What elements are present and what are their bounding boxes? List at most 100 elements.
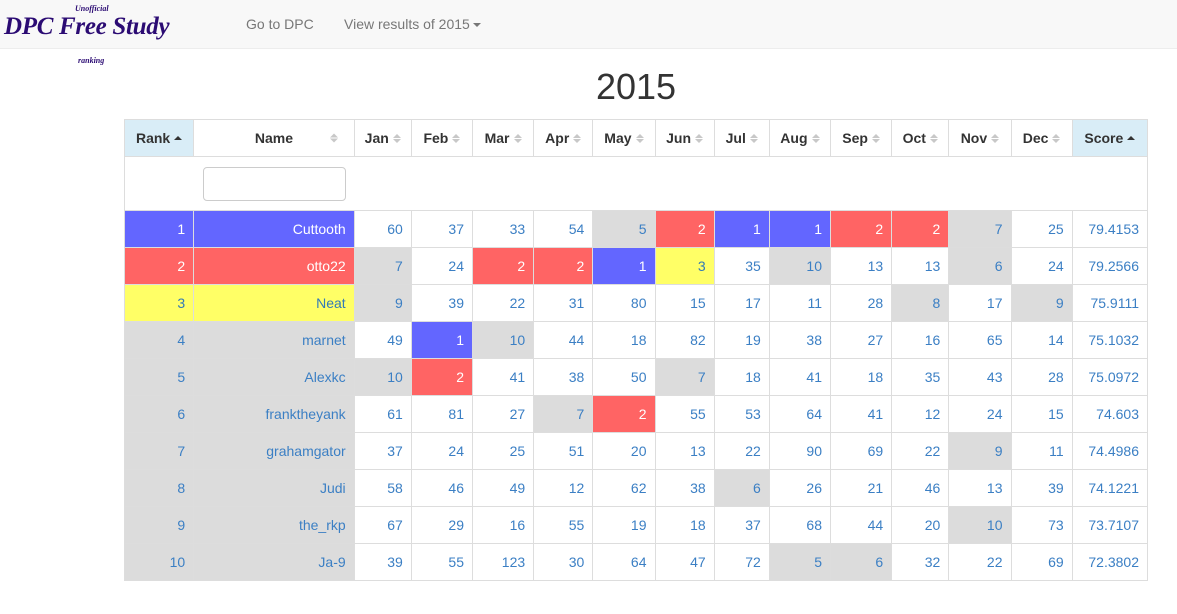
month-cell[interactable]: 22	[891, 432, 950, 470]
name-cell[interactable]: marnet	[193, 321, 355, 359]
month-cell[interactable]: 39	[410, 284, 473, 322]
month-cell[interactable]: 18	[829, 358, 893, 396]
month-cell[interactable]: 51	[533, 432, 594, 470]
month-cell[interactable]: 72	[713, 543, 770, 581]
month-cell[interactable]: 13	[948, 469, 1012, 507]
month-cell[interactable]: 12	[891, 395, 950, 433]
month-cell[interactable]: 7	[948, 210, 1012, 248]
month-cell[interactable]: 8	[891, 284, 950, 322]
score-cell[interactable]: 72.3802	[1071, 543, 1149, 581]
month-cell[interactable]: 21	[829, 469, 893, 507]
column-header-jun[interactable]: Jun	[654, 119, 715, 157]
month-cell[interactable]: 58	[353, 469, 412, 507]
month-cell[interactable]: 37	[410, 210, 473, 248]
month-cell[interactable]: 46	[891, 469, 950, 507]
month-cell[interactable]: 18	[592, 321, 656, 359]
month-cell[interactable]: 39	[353, 543, 412, 581]
rank-cell[interactable]: 4	[123, 321, 195, 359]
month-cell[interactable]: 55	[410, 543, 473, 581]
column-header-apr[interactable]: Apr	[533, 119, 594, 157]
column-header-feb[interactable]: Feb	[410, 119, 473, 157]
month-cell[interactable]: 61	[353, 395, 412, 433]
month-cell[interactable]: 14	[1010, 321, 1073, 359]
month-cell[interactable]: 81	[410, 395, 473, 433]
rank-cell[interactable]: 5	[123, 358, 195, 396]
score-cell[interactable]: 75.1032	[1071, 321, 1149, 359]
month-cell[interactable]: 37	[353, 432, 412, 470]
month-cell[interactable]: 55	[533, 506, 594, 544]
month-cell[interactable]: 2	[410, 358, 473, 396]
month-cell[interactable]: 17	[948, 284, 1012, 322]
month-cell[interactable]: 27	[471, 395, 535, 433]
month-cell[interactable]: 123	[471, 543, 535, 581]
month-cell[interactable]: 15	[1010, 395, 1073, 433]
month-cell[interactable]: 65	[948, 321, 1012, 359]
rank-cell[interactable]: 10	[123, 543, 195, 581]
month-cell[interactable]: 22	[471, 284, 535, 322]
rank-cell[interactable]: 7	[123, 432, 195, 470]
month-cell[interactable]: 67	[353, 506, 412, 544]
brand-logo[interactable]: Unofficial DPC Free Study ranking	[4, 4, 194, 68]
month-cell[interactable]: 82	[654, 321, 715, 359]
month-cell[interactable]: 64	[592, 543, 656, 581]
rank-cell[interactable]: 9	[123, 506, 195, 544]
name-cell[interactable]: Ja-9	[193, 543, 355, 581]
rank-cell[interactable]: 2	[123, 247, 195, 285]
month-cell[interactable]: 2	[891, 210, 950, 248]
month-cell[interactable]: 2	[533, 247, 594, 285]
column-header-may[interactable]: May	[592, 119, 656, 157]
month-cell[interactable]: 13	[654, 432, 715, 470]
month-cell[interactable]: 32	[891, 543, 950, 581]
month-cell[interactable]: 44	[533, 321, 594, 359]
score-cell[interactable]: 75.9111	[1071, 284, 1149, 322]
month-cell[interactable]: 37	[713, 506, 770, 544]
score-cell[interactable]: 74.603	[1071, 395, 1149, 433]
month-cell[interactable]: 6	[948, 247, 1012, 285]
month-cell[interactable]: 6	[829, 543, 893, 581]
month-cell[interactable]: 19	[592, 506, 656, 544]
month-cell[interactable]: 20	[891, 506, 950, 544]
month-cell[interactable]: 35	[713, 247, 770, 285]
month-cell[interactable]: 2	[471, 247, 535, 285]
month-cell[interactable]: 19	[713, 321, 770, 359]
month-cell[interactable]: 38	[533, 358, 594, 396]
name-cell[interactable]: grahamgator	[193, 432, 355, 470]
month-cell[interactable]: 31	[533, 284, 594, 322]
column-header-mar[interactable]: Mar	[471, 119, 535, 157]
month-cell[interactable]: 24	[948, 395, 1012, 433]
rank-cell[interactable]: 1	[123, 210, 195, 248]
score-cell[interactable]: 79.4153	[1071, 210, 1149, 248]
column-header-rank[interactable]: Rank	[123, 119, 195, 157]
month-cell[interactable]: 39	[1010, 469, 1073, 507]
column-header-aug[interactable]: Aug	[768, 119, 832, 157]
month-cell[interactable]: 18	[654, 506, 715, 544]
month-cell[interactable]: 90	[768, 432, 832, 470]
name-cell[interactable]: Judi	[193, 469, 355, 507]
rank-cell[interactable]: 6	[123, 395, 195, 433]
month-cell[interactable]: 24	[410, 432, 473, 470]
month-cell[interactable]: 62	[592, 469, 656, 507]
month-cell[interactable]: 44	[829, 506, 893, 544]
month-cell[interactable]: 41	[471, 358, 535, 396]
month-cell[interactable]: 28	[829, 284, 893, 322]
month-cell[interactable]: 24	[1010, 247, 1073, 285]
month-cell[interactable]: 9	[1010, 284, 1073, 322]
month-cell[interactable]: 2	[592, 395, 656, 433]
name-cell[interactable]: Alexkc	[193, 358, 355, 396]
month-cell[interactable]: 1	[713, 210, 770, 248]
view-results-dropdown[interactable]: View results of 2015	[344, 16, 481, 32]
month-cell[interactable]: 55	[654, 395, 715, 433]
month-cell[interactable]: 15	[654, 284, 715, 322]
month-cell[interactable]: 69	[1010, 543, 1073, 581]
name-cell[interactable]: franktheyank	[193, 395, 355, 433]
column-header-jul[interactable]: Jul	[713, 119, 770, 157]
score-cell[interactable]: 73.7107	[1071, 506, 1149, 544]
rank-cell[interactable]: 3	[123, 284, 195, 322]
month-cell[interactable]: 2	[654, 210, 715, 248]
column-header-dec[interactable]: Dec	[1010, 119, 1073, 157]
month-cell[interactable]: 49	[471, 469, 535, 507]
month-cell[interactable]: 28	[1010, 358, 1073, 396]
score-cell[interactable]: 74.4986	[1071, 432, 1149, 470]
name-cell[interactable]: the_rkp	[193, 506, 355, 544]
month-cell[interactable]: 73	[1010, 506, 1073, 544]
